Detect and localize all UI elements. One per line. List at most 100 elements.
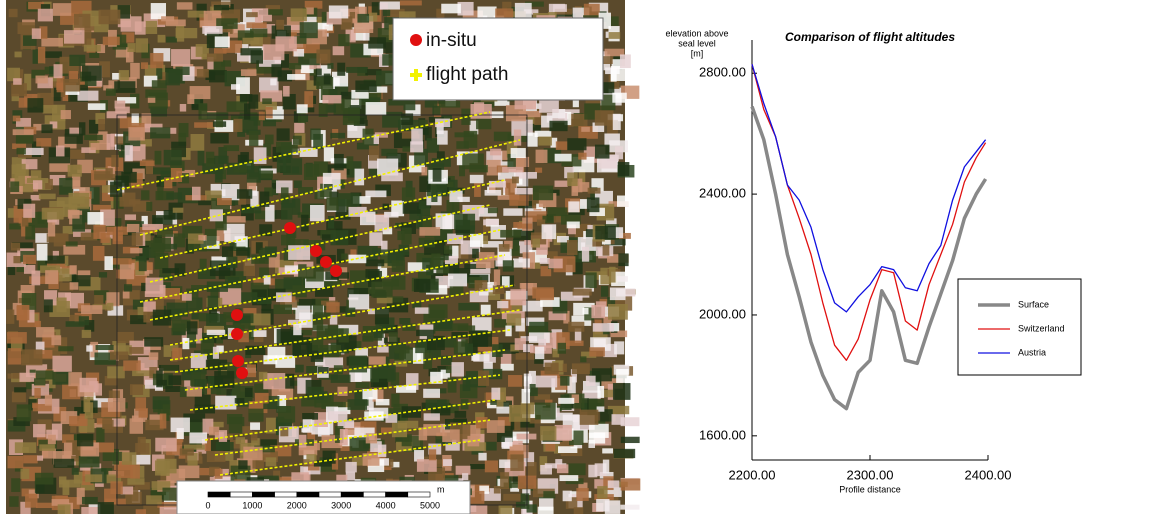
map-patch [593, 323, 614, 332]
map-patch [245, 388, 253, 397]
map-patch [200, 259, 207, 274]
in-situ-point [310, 245, 322, 257]
map-patch [621, 437, 640, 443]
map-patch [146, 495, 162, 504]
map-patch [458, 325, 475, 331]
map-patch [304, 164, 319, 180]
map-patch [143, 311, 150, 322]
map-patch [449, 191, 462, 202]
map-patch [224, 224, 245, 234]
map-patch [215, 36, 230, 47]
map-patch [104, 256, 112, 270]
map-patch [613, 114, 621, 130]
map-patch [369, 232, 382, 246]
map-patch [337, 63, 345, 76]
map-patch [84, 135, 103, 140]
map-patch [12, 392, 26, 403]
map-patch [42, 208, 64, 220]
map-patch [522, 389, 530, 403]
map-patch [271, 64, 281, 77]
map-patch [241, 69, 257, 76]
map-patch [604, 133, 619, 145]
map-patch [549, 121, 567, 131]
map-patch [278, 406, 295, 422]
map-patch [270, 79, 276, 86]
map-patch [36, 370, 54, 379]
map-patch [292, 198, 300, 214]
map-patch [162, 488, 177, 501]
map-patch [125, 214, 136, 220]
map-patch [182, 338, 189, 349]
map-patch [289, 63, 301, 69]
map-patch [293, 324, 301, 335]
map-patch [123, 360, 140, 370]
map-patch [194, 122, 214, 128]
map-patch [474, 183, 481, 197]
map-patch [44, 299, 53, 312]
map-patch [72, 468, 79, 475]
map-patch [111, 258, 132, 264]
scale-bar-segment [297, 492, 319, 497]
map-patch [205, 229, 217, 241]
map-patch [140, 161, 155, 166]
map-patch [182, 294, 192, 301]
map-patch [114, 81, 135, 93]
map-patch [110, 481, 122, 494]
map-patch [246, 12, 258, 17]
map-patch [265, 205, 274, 222]
map-patch [580, 356, 586, 362]
scale-bar-segment [341, 492, 363, 497]
map-patch [511, 148, 526, 158]
map-patch [153, 218, 163, 225]
map-patch [505, 438, 513, 447]
map-patch [444, 245, 452, 253]
scale-bar-label: 3000 [331, 500, 351, 510]
map-patch [58, 504, 71, 514]
map-patch [93, 246, 105, 261]
map-patch [33, 424, 46, 437]
map-patch [88, 103, 106, 110]
map-patch [378, 365, 396, 380]
map-patch [302, 413, 318, 420]
map-patch [597, 486, 607, 498]
map-patch [536, 376, 558, 388]
map-patch [300, 22, 318, 38]
map-patch [514, 130, 521, 146]
map-patch [415, 307, 430, 313]
map-patch [121, 172, 136, 183]
map-patch [141, 62, 148, 69]
map-patch [38, 9, 53, 22]
map-patch [54, 64, 63, 78]
map-patch [160, 414, 167, 429]
map-patch [122, 452, 137, 465]
map-patch [17, 148, 26, 155]
map-patch [313, 305, 323, 315]
scale-bar-segment [230, 492, 252, 497]
map-patch [276, 20, 284, 30]
map-patch [555, 154, 572, 162]
map-patch [171, 418, 190, 433]
map-patch [557, 464, 568, 473]
map-patch [37, 455, 43, 460]
map-patch [23, 455, 37, 463]
scale-bar-segment [386, 492, 408, 497]
map-patch [617, 276, 628, 282]
map-patch [306, 7, 314, 14]
map-patch [508, 375, 522, 387]
map-patch [414, 279, 430, 292]
map-patch [68, 210, 80, 219]
legend-label: Switzerland [1018, 323, 1065, 333]
map-patch [621, 478, 641, 490]
map-patch [207, 112, 228, 119]
map-patch [45, 51, 62, 58]
map-patch [563, 491, 572, 502]
map-patch [331, 375, 351, 383]
map-patch [369, 146, 379, 161]
map-patch [207, 330, 226, 335]
map-patch [294, 123, 304, 133]
map-patch [94, 171, 110, 179]
map-patch [6, 310, 14, 324]
map-patch [560, 376, 569, 386]
map-patch [327, 63, 333, 69]
map-patch [612, 93, 626, 103]
